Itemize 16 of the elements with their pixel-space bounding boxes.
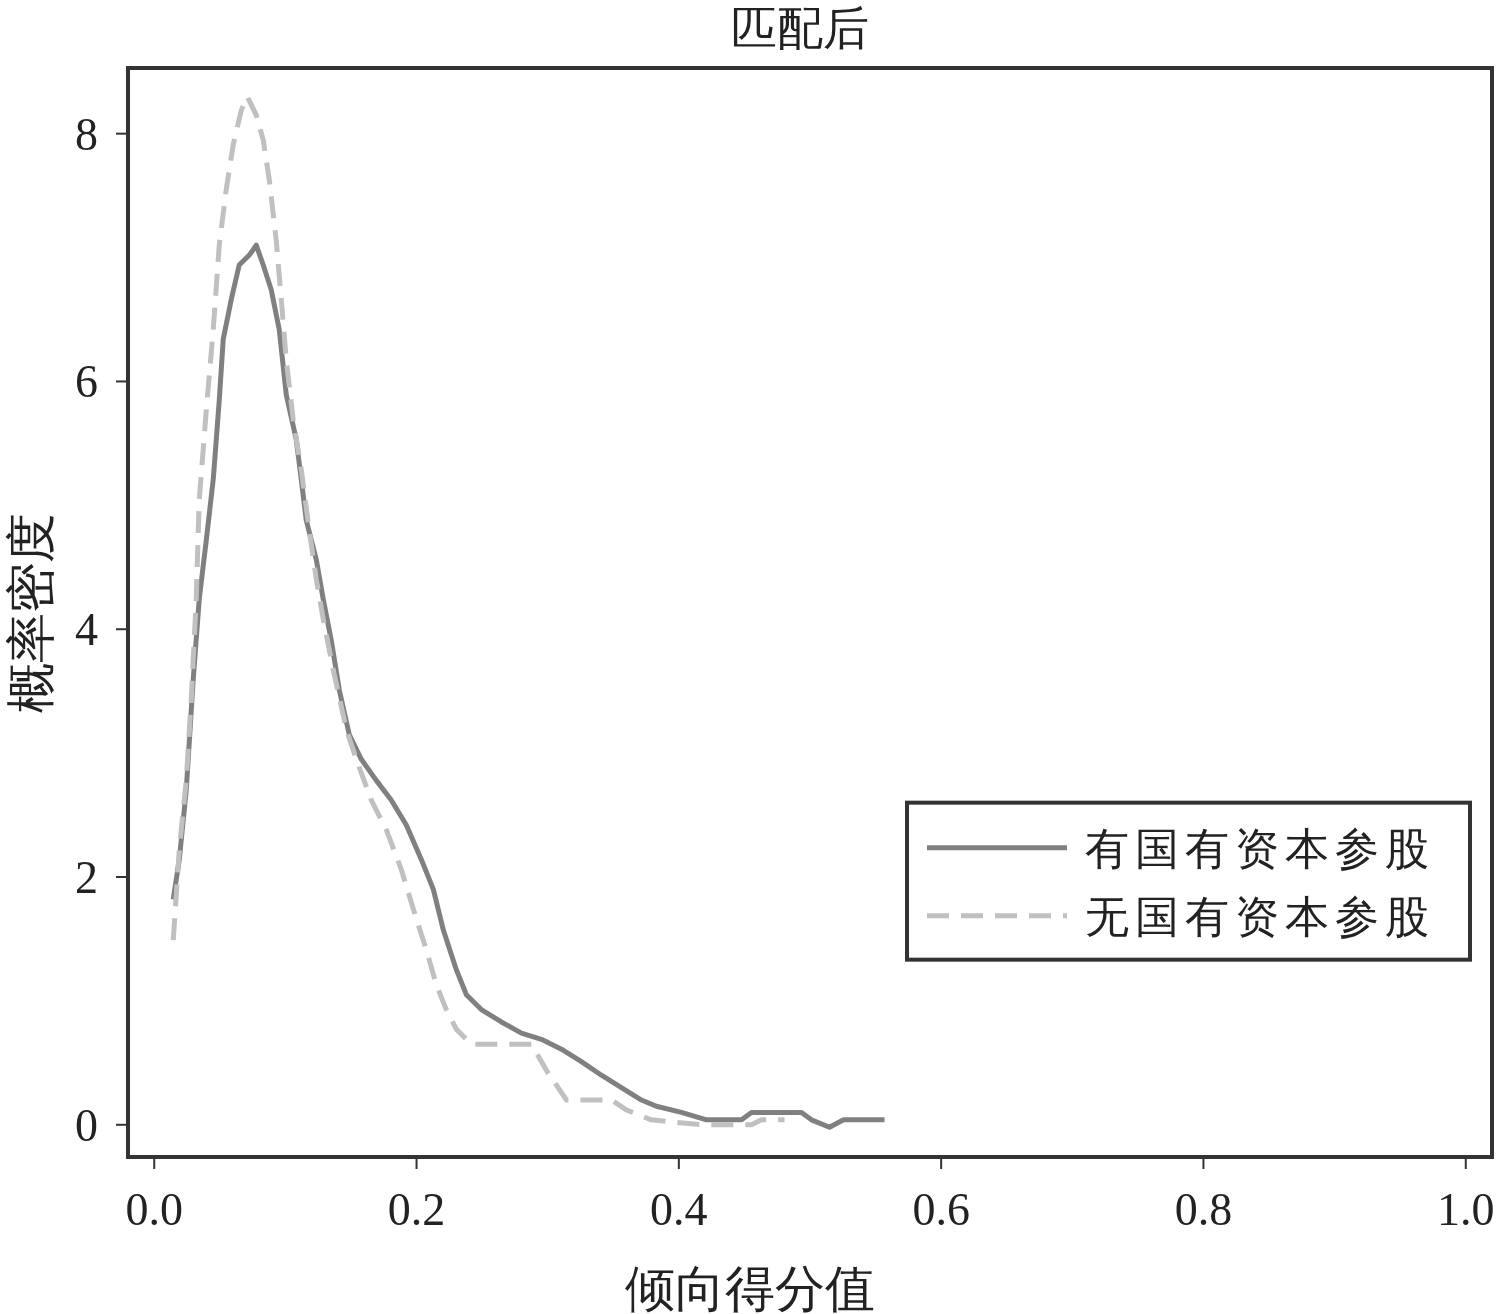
x-tick-label: 0.0	[125, 1184, 183, 1235]
x-tick-label: 0.6	[912, 1184, 970, 1235]
legend-label: 无国有资本参股	[1085, 892, 1435, 942]
x-tick-label: 1.0	[1437, 1184, 1495, 1235]
x-tick-label: 0.2	[387, 1184, 446, 1235]
y-axis-title: 概率密度	[3, 512, 59, 713]
x-tick-label: 0.8	[1174, 1184, 1233, 1235]
x-tick-label: 0.4	[650, 1184, 708, 1235]
x-axis-title: 倾向得分值	[625, 1261, 875, 1314]
legend-label: 有国有资本参股	[1085, 824, 1435, 874]
y-tick-label: 6	[75, 356, 98, 408]
y-tick-label: 8	[75, 108, 98, 160]
y-tick-label: 2	[75, 852, 98, 904]
chart-title: 匹配后	[731, 3, 869, 54]
y-tick-label: 0	[75, 1099, 98, 1151]
y-tick-label: 4	[75, 604, 98, 656]
